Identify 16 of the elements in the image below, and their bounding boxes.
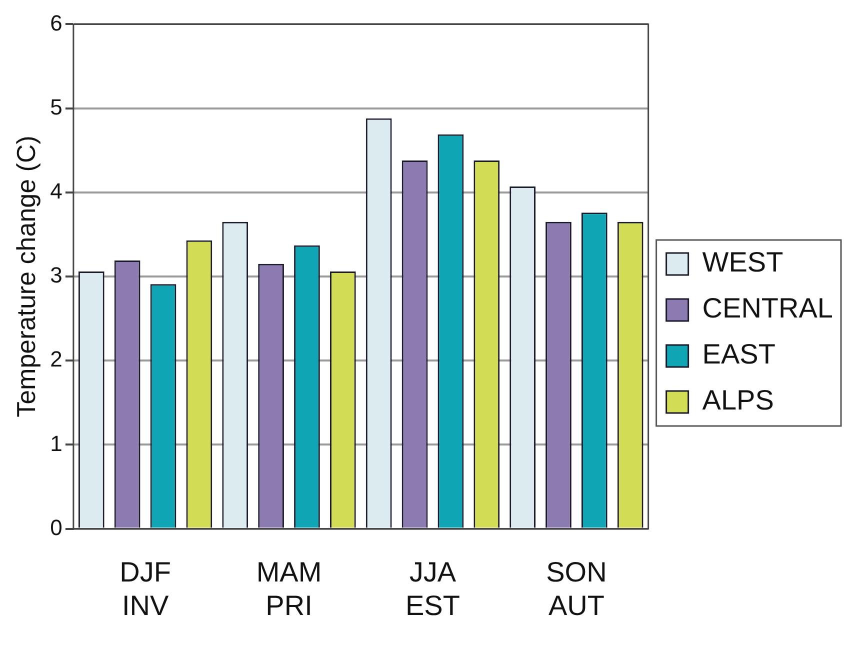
- y-tick-label: 3: [50, 262, 62, 288]
- y-tick-label: 1: [50, 430, 62, 456]
- x-tick-label: MAM PRI: [256, 556, 322, 621]
- legend-label: EAST: [702, 338, 776, 370]
- y-axis-title: Temperature change (C): [10, 136, 41, 418]
- legend-label: ALPS: [702, 384, 774, 416]
- legend-label: CENTRAL: [702, 292, 834, 324]
- legend-label: WEST: [702, 246, 784, 278]
- x-tick-label: DJF INV: [120, 556, 171, 621]
- y-tick-label: 5: [50, 94, 62, 120]
- y-tick-label: 0: [50, 514, 62, 540]
- x-tick-label: SON AUT: [546, 556, 607, 621]
- y-tick-label: 4: [50, 178, 62, 204]
- x-tick-label: JJA EST: [406, 556, 460, 621]
- y-tick-label: 6: [50, 10, 62, 36]
- y-tick-label: 2: [50, 346, 62, 372]
